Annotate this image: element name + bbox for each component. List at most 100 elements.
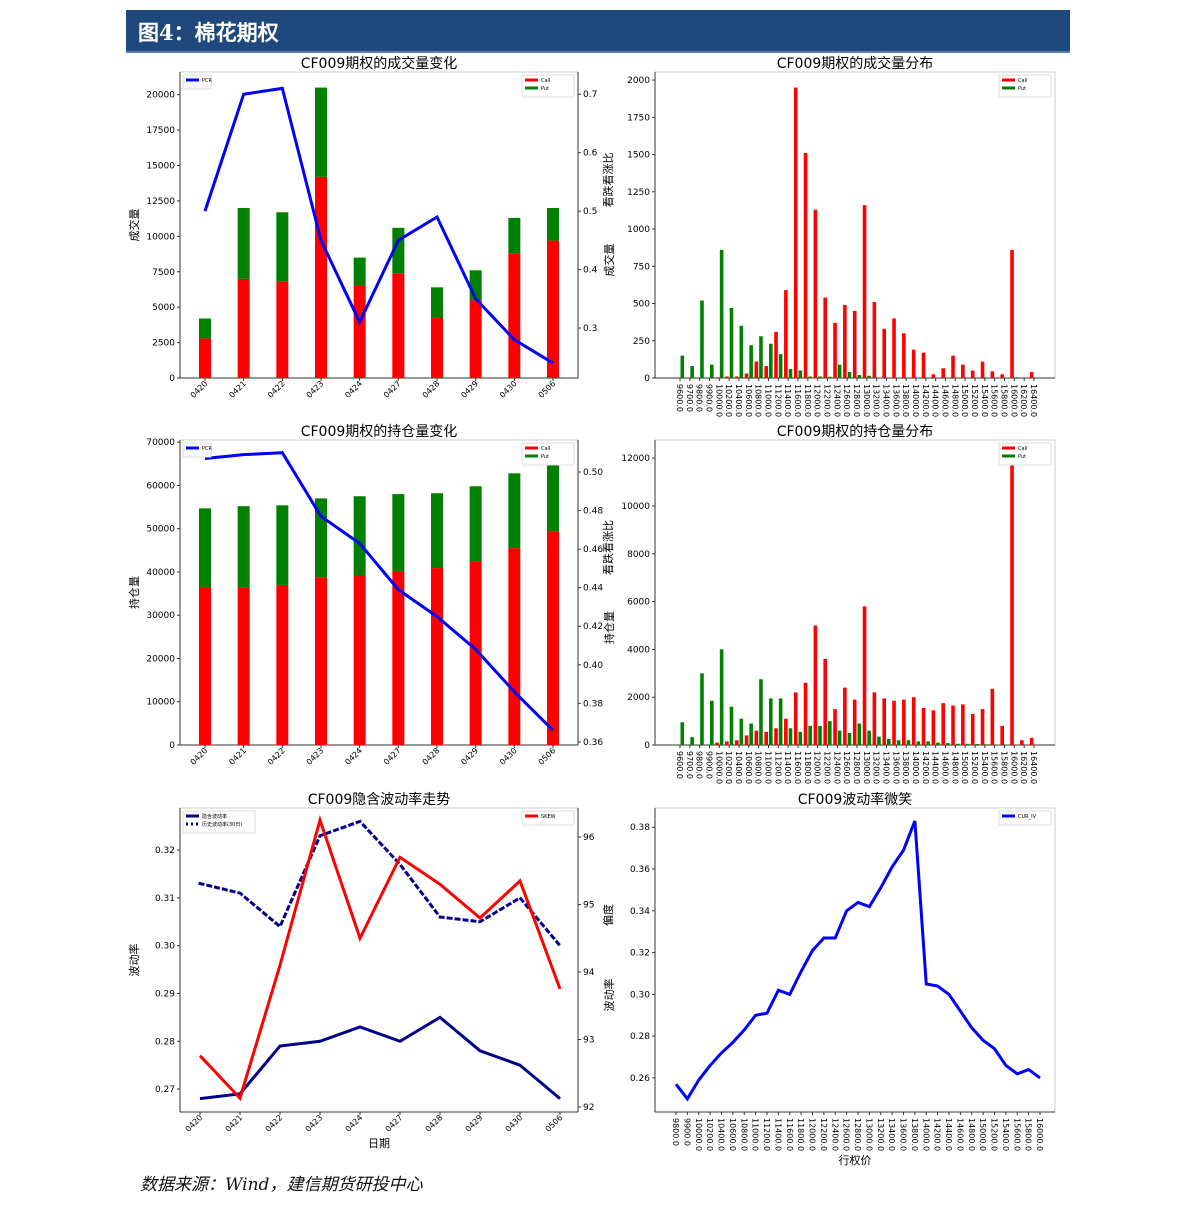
x-tick-label: 0506 — [544, 1113, 565, 1134]
bar-put — [1014, 377, 1019, 378]
x-tick-label: 0429 — [459, 746, 480, 767]
x-tick-label: 0423 — [304, 1113, 325, 1134]
bar-put — [808, 376, 812, 378]
x-tick-label: 0420 — [189, 379, 210, 400]
bar-put — [276, 505, 289, 585]
plot-area — [179, 807, 579, 1113]
x-tick-label: 15400.0 — [980, 751, 989, 784]
bar-put — [867, 730, 871, 745]
chart-c5: CF009期权的持仓量分布 0 2000 4000 6000 8000 10000 12000… — [602, 424, 1056, 784]
bar-put — [729, 307, 734, 378]
x-tick-label: 0430 — [504, 1113, 525, 1134]
legend-label: Call — [1018, 78, 1027, 84]
y-tick-label: 2000 — [627, 693, 650, 703]
x-tick-label: 0424 — [343, 379, 364, 400]
bar-call — [823, 297, 827, 378]
chart-c6: CF009波动率微笑 0.26 0.28 0.30 0.32 0.34 0.36 0.38 波动… — [602, 791, 1056, 1167]
bar-call — [813, 625, 818, 745]
bar-put — [936, 742, 940, 745]
x-tick-label: 11800.0 — [803, 384, 812, 417]
chart-c1: CF009期权的成交量变化 0 2500 5000 7500 10000 12500 1500… — [127, 55, 615, 400]
bar-call — [902, 333, 906, 378]
bar-put — [690, 737, 694, 745]
chart-title: CF009隐含波动率走势 — [308, 791, 451, 808]
y-tick-right-label: 92 — [583, 1103, 594, 1113]
legend-label: Put — [541, 454, 549, 460]
bar-put — [353, 257, 366, 286]
x-tick-label: 10600.0 — [728, 1118, 737, 1151]
y-tick-label: 20000 — [146, 654, 175, 664]
x-tick-label: 9600.0 — [675, 384, 684, 412]
bar-call — [1020, 740, 1024, 745]
y-tick-label: 0.28 — [630, 1032, 650, 1042]
y-tick-label: 40000 — [146, 568, 175, 578]
y-tick-right-label: 0.3 — [583, 324, 597, 334]
bar-call — [793, 692, 798, 745]
bar-call — [823, 658, 827, 745]
x-tick-label: 14000.0 — [911, 384, 920, 417]
x-tick-label: 13400.0 — [887, 1118, 896, 1151]
x-tick-label: 9900.0 — [705, 751, 714, 779]
x-tick-label: 14800.0 — [950, 751, 959, 784]
y-tick-label: 0.27 — [155, 1085, 175, 1095]
series-line — [198, 815, 562, 1102]
x-tick-label: 0429 — [459, 379, 480, 400]
bar-call — [931, 374, 936, 378]
x-tick-label: 0421 — [227, 746, 248, 767]
x-tick-label: 13200.0 — [876, 1118, 885, 1151]
bar-put — [431, 287, 443, 318]
bar-call — [764, 366, 768, 378]
bar-put — [719, 249, 724, 378]
y-tick-label: 15000 — [146, 162, 175, 172]
x-tick-label: 0420 — [184, 1113, 205, 1134]
plot-area — [654, 439, 1056, 746]
y-axis-label: 成交量 — [602, 244, 616, 277]
bar-call — [315, 176, 327, 378]
y-axis-label: 持仓量 — [602, 611, 616, 644]
y-tick-label: 12000 — [621, 454, 650, 464]
bar-put — [547, 208, 559, 241]
x-tick-label: 16000.0 — [1009, 384, 1018, 417]
chart-title: CF009期权的持仓量变化 — [301, 424, 458, 440]
x-tick-label: 10400.0 — [734, 384, 743, 417]
y-tick-label: 70000 — [146, 438, 175, 448]
x-tick-label: 14600.0 — [941, 751, 950, 784]
bar-call — [803, 153, 808, 378]
x-tick-label: 15000.0 — [960, 384, 969, 417]
y-tick-label: 0.29 — [155, 989, 175, 999]
bar-call — [1000, 374, 1004, 378]
bar-call — [744, 373, 749, 378]
y-tick-label: 10000 — [146, 698, 175, 708]
bar-call — [392, 571, 405, 745]
x-tick-label: 11200.0 — [762, 1118, 771, 1151]
bar-put — [769, 343, 773, 378]
x-tick-label: 11600.0 — [793, 384, 802, 417]
bar-call — [813, 209, 818, 378]
bar-put — [857, 723, 862, 745]
x-tick-label: 15800.0 — [1000, 384, 1009, 417]
y-tick-label: 0.32 — [630, 949, 650, 959]
x-tick-label: 15200.0 — [970, 751, 979, 784]
x-tick-label: 0422 — [266, 746, 287, 767]
x-tick-label: 12400.0 — [832, 384, 841, 417]
legend-label: PCR — [202, 446, 213, 452]
x-tick-label: 12200.0 — [819, 1118, 828, 1151]
x-tick-label: 16000.0 — [1035, 1118, 1044, 1151]
x-tick-label: 0428 — [421, 379, 442, 400]
x-tick-label: 0430 — [498, 746, 519, 767]
y-tick-label: 0 — [644, 741, 650, 751]
y-axis-label: 波动率 — [602, 979, 616, 1012]
bar-call — [843, 305, 847, 378]
bar-put — [818, 376, 822, 378]
x-tick-label: 16000.0 — [1009, 751, 1018, 784]
y-tick-right-label: 0.50 — [583, 468, 603, 478]
x-tick-label: 0424 — [343, 746, 364, 767]
bar-put — [700, 673, 704, 745]
x-tick-label: 16400.0 — [1029, 384, 1038, 417]
y-tick-label: 5000 — [152, 303, 175, 313]
y-tick-label: 250 — [633, 337, 650, 347]
x-tick-label: 0422 — [266, 379, 287, 400]
x-tick-label: 0506 — [537, 746, 558, 767]
y-tick-label: 17500 — [146, 126, 175, 136]
